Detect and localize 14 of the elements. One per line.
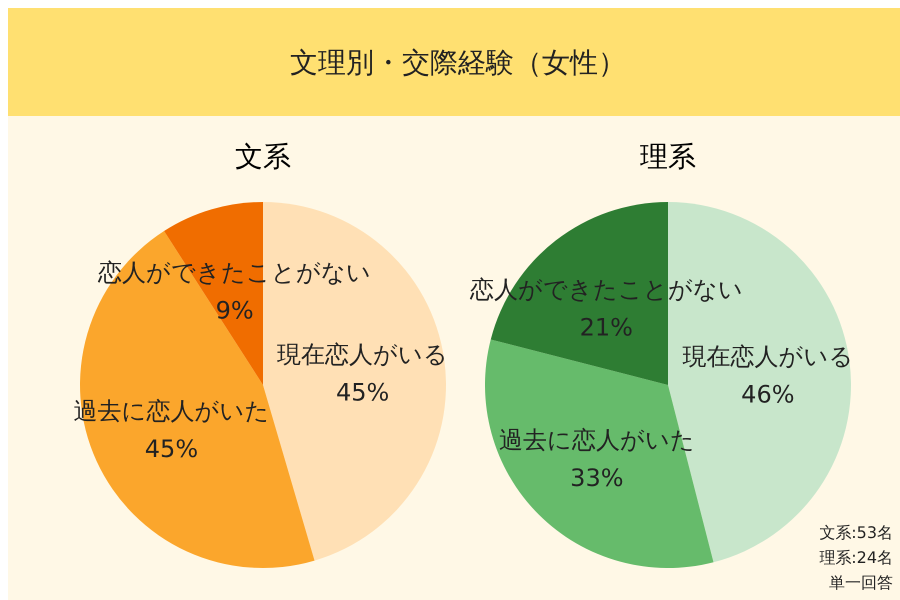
- chart-title: 文系: [235, 140, 291, 173]
- data-label: 45%: [144, 434, 198, 463]
- text: 理系:24名: [819, 548, 893, 567]
- data-label: 45%: [336, 378, 390, 407]
- text: 文理別・交際経験（女性）: [290, 46, 626, 79]
- data-label: 33%: [570, 464, 624, 492]
- slice-label: 現在恋人がいる: [682, 342, 854, 370]
- data-label: 46%: [741, 380, 795, 408]
- data-label: 9%: [216, 296, 254, 324]
- data-label: 21%: [580, 313, 633, 342]
- slice-label: 現在恋人がいる: [277, 340, 448, 369]
- text: 文系:53名: [819, 523, 893, 542]
- text: 単一回答: [829, 573, 893, 592]
- chart-title: 理系: [640, 140, 696, 173]
